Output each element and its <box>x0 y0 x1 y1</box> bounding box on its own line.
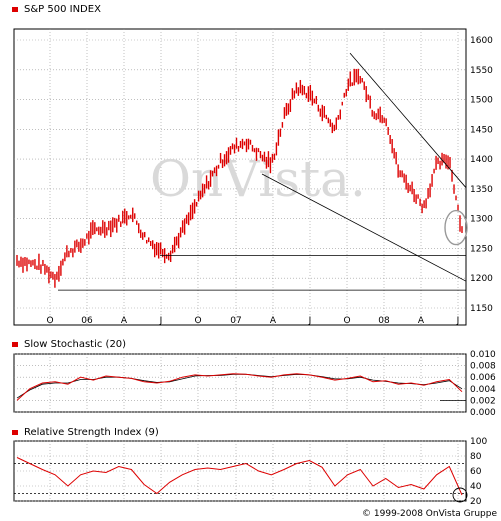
price-x-tick-label: A <box>121 316 128 326</box>
price-x-tick-label: 08 <box>378 316 390 326</box>
rsi-panel-title: Relative Strength Index (9) <box>24 426 159 438</box>
price-x-tick-label: O <box>46 316 53 326</box>
copyright-footer: © 1999-2008 OnVista Gruppe <box>362 509 497 519</box>
lower-trendline <box>261 173 467 282</box>
price-x-tick-label: J <box>456 316 460 326</box>
price-y-tick-label: 1450 <box>470 125 493 135</box>
stochastic-y-tick-label: 0.000 <box>470 408 496 418</box>
price-panel-title: S&P 500 INDEX <box>24 3 101 15</box>
price-y-tick-label: 1600 <box>470 36 493 46</box>
upper-trendline <box>349 52 467 188</box>
price-y-tick-label: 1250 <box>470 244 493 254</box>
stochastic-y-tick-label: 0.010 <box>470 350 496 360</box>
price-legend-swatch <box>12 6 18 12</box>
stochastic-panel-title: Slow Stochastic (20) <box>24 338 127 350</box>
price-x-tick-label: J <box>159 316 163 326</box>
price-highlight-circle <box>444 209 468 246</box>
rsi-line <box>16 457 463 496</box>
stochastic-legend-swatch <box>12 341 18 347</box>
stochastic-main-line <box>16 373 463 401</box>
price-y-tick-label: 1150 <box>470 304 493 314</box>
stochastic-y-tick-label: 0.006 <box>470 373 496 383</box>
rsi-y-tick-label: 100 <box>470 437 487 447</box>
price-panel-frame <box>13 28 467 326</box>
price-y-tick-label: 1200 <box>470 274 493 284</box>
price-x-tick-label: A <box>418 316 425 326</box>
stochastic-y-tick-label: 0.002 <box>470 396 496 406</box>
price-x-tick-label: A <box>270 316 277 326</box>
price-y-tick-label: 1350 <box>470 185 493 195</box>
price-y-tick-label: 1500 <box>470 96 493 106</box>
price-x-tick-label: O <box>194 316 201 326</box>
stochastic-y-tick-label: 0.008 <box>470 362 496 372</box>
rsi-highlight-circle <box>452 487 468 503</box>
price-x-tick-label: J <box>308 316 312 326</box>
rsi-panel-header: Relative Strength Index (9) <box>0 425 159 439</box>
rsi-y-tick-label: 20 <box>470 497 482 507</box>
price-x-tick-label: 07 <box>230 316 241 326</box>
onvista-watermark: OnVista. <box>150 150 366 208</box>
price-x-tick-label: O <box>343 316 350 326</box>
price-y-tick-label: 1300 <box>470 215 493 225</box>
rsi-y-tick-label: 60 <box>470 467 482 477</box>
rsi-legend-swatch <box>12 429 18 435</box>
price-y-tick-label: 1550 <box>470 66 493 76</box>
rsi-y-tick-label: 80 <box>470 452 482 462</box>
price-panel-header: S&P 500 INDEX <box>0 2 101 16</box>
price-y-tick-label: 1400 <box>470 155 493 165</box>
rsi-y-tick-label: 40 <box>470 482 482 492</box>
stochastic-panel-header: Slow Stochastic (20) <box>0 337 126 351</box>
stochastic-y-tick-label: 0.004 <box>470 385 496 395</box>
price-x-tick-label: 06 <box>81 316 93 326</box>
